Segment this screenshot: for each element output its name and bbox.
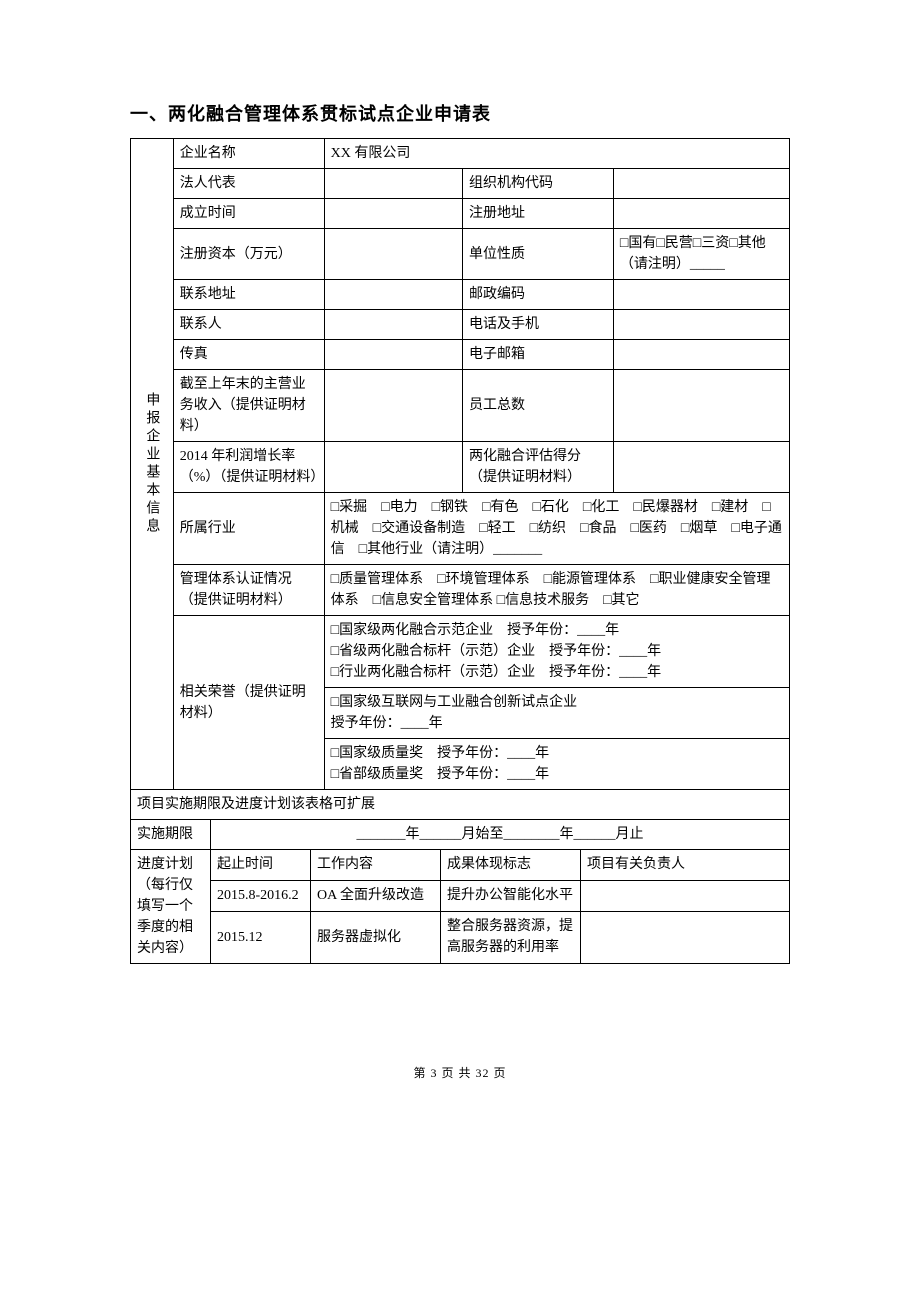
page-title: 一、两化融合管理体系贯标试点企业申请表 <box>130 100 790 126</box>
plan-row-1-result: 整合服务器资源，提高服务器的利用率 <box>441 911 581 963</box>
plan-row-1-work: 服务器虚拟化 <box>311 911 441 963</box>
label-revenue: 截至上年末的主营业务收入（提供证明材料） <box>173 370 324 442</box>
value-honors-1: □国家级两化融合示范企业 授予年份：____年 □省级两化融合标杆（示范）企业 … <box>324 616 789 688</box>
value-score <box>613 442 789 493</box>
value-revenue <box>324 370 462 442</box>
value-profit-growth <box>324 442 462 493</box>
value-email <box>613 340 789 370</box>
label-plan: 进度计划（每行仅填写一个季度的相关内容） <box>131 850 211 964</box>
page-footer: 第 3 页 共 32 页 <box>130 1064 790 1081</box>
plan-row-0-result: 提升办公智能化水平 <box>441 880 581 911</box>
label-establish-time: 成立时间 <box>173 199 324 229</box>
label-score: 两化融合评估得分（提供证明材料） <box>462 442 613 493</box>
label-org-code: 组织机构代码 <box>462 169 613 199</box>
value-fax <box>324 340 462 370</box>
value-reg-address <box>613 199 789 229</box>
label-phone: 电话及手机 <box>462 310 613 340</box>
value-period: _______年______月始至________年______月止 <box>211 820 790 850</box>
label-reg-address: 注册地址 <box>462 199 613 229</box>
plan-row: 2015.8-2016.2 OA 全面升级改造 提升办公智能化水平 <box>131 880 790 911</box>
plan-header-owner: 项目有关负责人 <box>581 850 790 881</box>
label-legal-rep: 法人代表 <box>173 169 324 199</box>
project-period-header: 项目实施期限及进度计划该表格可扩展 <box>131 790 790 820</box>
value-legal-rep <box>324 169 462 199</box>
value-industry: □采掘 □电力 □钢铁 □有色 □石化 □化工 □民爆器材 □建材 □机械 □交… <box>324 493 789 565</box>
plan-row: 2015.12 服务器虚拟化 整合服务器资源，提高服务器的利用率 <box>131 911 790 963</box>
value-honors-2: □国家级互联网与工业融合创新试点企业 授予年份：____年 <box>324 688 789 739</box>
label-industry: 所属行业 <box>173 493 324 565</box>
plan-row-0-owner <box>581 880 790 911</box>
label-email: 电子邮箱 <box>462 340 613 370</box>
plan-header-time: 起止时间 <box>211 850 311 881</box>
plan-header-result: 成果体现标志 <box>441 850 581 881</box>
value-company-name: XX 有限公司 <box>324 139 789 169</box>
value-cert: □质量管理体系 □环境管理体系 □能源管理体系 □职业健康安全管理体系 □信息安… <box>324 565 789 616</box>
plan-row-1-time: 2015.12 <box>211 911 311 963</box>
label-honors: 相关荣誉（提供证明材料） <box>173 616 324 790</box>
application-form-table: 申报企业基本信息 企业名称 XX 有限公司 法人代表 组织机构代码 成立时间 注… <box>130 138 790 820</box>
label-period: 实施期限 <box>131 820 211 850</box>
plan-row-0-work: OA 全面升级改造 <box>311 880 441 911</box>
label-cert: 管理体系认证情况（提供证明材料） <box>173 565 324 616</box>
value-establish-time <box>324 199 462 229</box>
label-fax: 传真 <box>173 340 324 370</box>
value-postal-code <box>613 280 789 310</box>
value-reg-capital <box>324 229 462 280</box>
section-label-vertical: 申报企业基本信息 <box>131 139 174 790</box>
value-employees <box>613 370 789 442</box>
label-profit-growth: 2014 年利润增长率（%）（提供证明材料） <box>173 442 324 493</box>
value-honors-3: □国家级质量奖 授予年份：____年 □省部级质量奖 授予年份：____年 <box>324 739 789 790</box>
label-contact-person: 联系人 <box>173 310 324 340</box>
value-org-code <box>613 169 789 199</box>
value-unit-nature: □国有□民营□三资□其他（请注明）_____ <box>613 229 789 280</box>
label-company-name: 企业名称 <box>173 139 324 169</box>
plan-header-work: 工作内容 <box>311 850 441 881</box>
plan-row-0-time: 2015.8-2016.2 <box>211 880 311 911</box>
value-phone <box>613 310 789 340</box>
label-reg-capital: 注册资本（万元） <box>173 229 324 280</box>
schedule-table: 实施期限 _______年______月始至________年______月止 … <box>130 820 790 964</box>
label-contact-address: 联系地址 <box>173 280 324 310</box>
label-employees: 员工总数 <box>462 370 613 442</box>
plan-row-1-owner <box>581 911 790 963</box>
label-postal-code: 邮政编码 <box>462 280 613 310</box>
label-unit-nature: 单位性质 <box>462 229 613 280</box>
value-contact-address <box>324 280 462 310</box>
value-contact-person <box>324 310 462 340</box>
